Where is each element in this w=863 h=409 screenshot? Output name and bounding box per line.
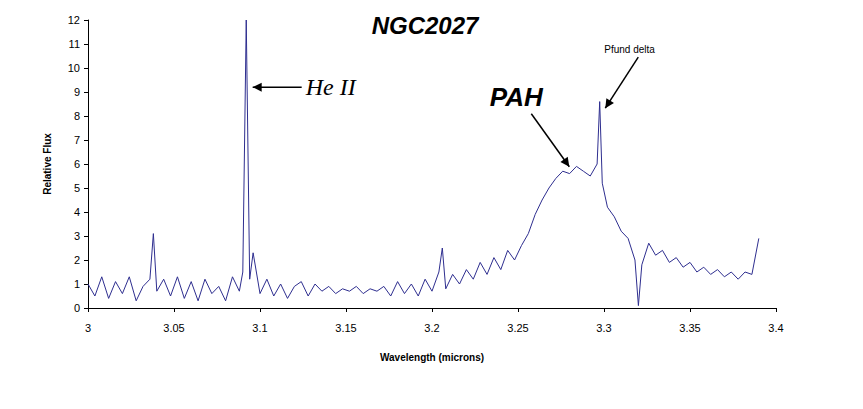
svg-text:2: 2: [74, 254, 80, 266]
svg-text:3.05: 3.05: [163, 322, 184, 334]
svg-text:Wavelength (microns): Wavelength (microns): [380, 352, 484, 363]
svg-text:3: 3: [85, 322, 91, 334]
svg-text:Relative Flux: Relative Flux: [42, 133, 53, 195]
svg-text:10: 10: [68, 62, 80, 74]
svg-text:3.35: 3.35: [679, 322, 700, 334]
svg-text:0: 0: [74, 302, 80, 314]
svg-text:NGC2027: NGC2027: [372, 12, 480, 39]
svg-text:Pfund delta: Pfund delta: [604, 44, 655, 55]
svg-text:4: 4: [74, 206, 80, 218]
svg-text:8: 8: [74, 110, 80, 122]
svg-text:12: 12: [68, 14, 80, 26]
svg-text:3.1: 3.1: [252, 322, 267, 334]
svg-text:3.2: 3.2: [424, 322, 439, 334]
svg-text:PAH: PAH: [490, 82, 544, 112]
svg-text:11: 11: [69, 38, 80, 50]
svg-text:3.3: 3.3: [596, 322, 611, 334]
svg-text:3.15: 3.15: [335, 322, 356, 334]
svg-text:He II: He II: [305, 74, 357, 100]
svg-text:3: 3: [74, 230, 80, 242]
svg-text:7: 7: [74, 134, 80, 146]
svg-text:1: 1: [74, 278, 80, 290]
svg-text:3.25: 3.25: [507, 322, 528, 334]
svg-text:6: 6: [74, 158, 80, 170]
svg-text:5: 5: [74, 182, 80, 194]
svg-text:3.4: 3.4: [768, 322, 783, 334]
svg-text:9: 9: [74, 86, 80, 98]
